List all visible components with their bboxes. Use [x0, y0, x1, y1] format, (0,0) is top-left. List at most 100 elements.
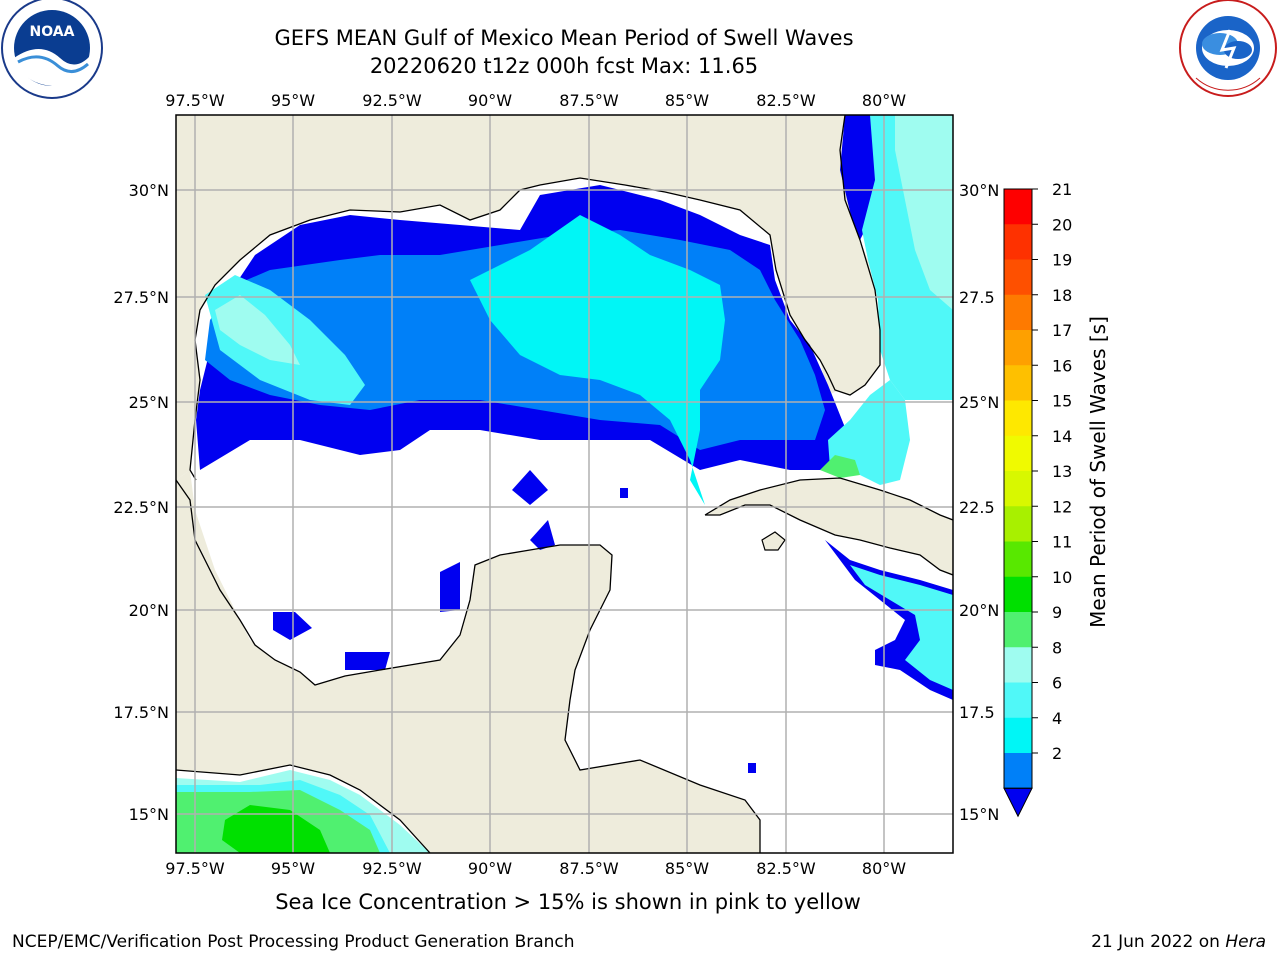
lon-label-top: 85°W [665, 91, 709, 110]
chart-title: GEFS MEAN Gulf of Mexico Mean Period of … [274, 26, 854, 50]
swell-band-9-west [215, 295, 300, 365]
swell-patch-6 [620, 488, 628, 498]
footer-credit: NCEP/EMC/Verification Post Processing Pr… [12, 932, 575, 952]
lon-label-top: 87.5°W [559, 91, 619, 110]
colorbar-tick-label: 8 [1052, 638, 1062, 657]
lat-label-left: 25°N [129, 393, 169, 412]
colorbar-extend-arrow [1003, 787, 1033, 818]
colorbar-tick-label: 12 [1052, 497, 1072, 516]
lat-label-left: 27.5°N [113, 288, 169, 307]
colorbar-tick-label: 11 [1052, 533, 1072, 552]
swell-patch-4 [512, 470, 548, 505]
land-us [176, 115, 953, 480]
footer-host: Hera [1225, 932, 1266, 952]
coastline-cuba [704, 477, 953, 576]
swell-patch-3 [440, 562, 460, 612]
colorbar-frame [1003, 188, 1033, 789]
lon-label-top: 90°W [468, 91, 512, 110]
lat-label-left: 20°N [129, 601, 169, 620]
lat-label-left: 17.5°N [113, 703, 169, 722]
colorbar-tick-label: 10 [1052, 568, 1072, 587]
colorbar-segment [1004, 717, 1032, 754]
colorbar-segment [1004, 541, 1032, 578]
colorbar-tick-label: 14 [1052, 427, 1072, 446]
coastline-pacific [176, 764, 431, 853]
swell-straits-green [820, 455, 860, 478]
lon-label-top: 92.5°W [362, 91, 422, 110]
chart-subtitle: 20220620 t12z 000h fcst Max: 11.65 [369, 54, 759, 78]
lon-label-top: 82.5°W [756, 91, 816, 110]
colorbar-tick-label: 15 [1052, 392, 1072, 411]
colorbar-segment [1004, 259, 1032, 296]
lat-label-right: 22.5 [959, 498, 995, 517]
lon-label-bottom: 90°W [468, 859, 512, 878]
land-mexico [176, 470, 760, 853]
colorbar-segment [1004, 576, 1032, 613]
noaa-logo-text: NOAA [30, 24, 75, 40]
colorbar-segment [1004, 435, 1032, 472]
lat-label-right: 17.5 [959, 703, 995, 722]
footer-date-text: 21 Jun 2022 on [1091, 932, 1226, 952]
map-area [176, 115, 953, 853]
coastline-us [189, 115, 881, 481]
lat-label-right: 20°N [959, 601, 999, 620]
swell-band-6 [470, 215, 725, 505]
lon-label-bottom: 85°W [665, 859, 709, 878]
colorbar-segment [1004, 753, 1032, 789]
colorbar-tick-label: 9 [1052, 603, 1062, 622]
lon-label-bottom: 82.5°W [756, 859, 816, 878]
colorbar-tick-label: 17 [1052, 321, 1072, 340]
colorbar-segment [1004, 506, 1032, 542]
lon-label-bottom: 97.5°W [165, 859, 225, 878]
lon-labels-top: 97.5°W 95°W 92.5°W 90°W 87.5°W 85°W 82.5… [165, 91, 906, 110]
coastline-isle [761, 531, 786, 551]
lon-label-bottom: 92.5°W [362, 859, 422, 878]
lat-label-right: 15°N [959, 805, 999, 824]
swell-pacific-brightgreen [222, 805, 330, 853]
colorbar-segment [1004, 294, 1032, 331]
colorbar-tick-label: 21 [1052, 180, 1072, 199]
colorbar-tick-label: 16 [1052, 356, 1072, 375]
colorbar-segment [1004, 612, 1032, 648]
colorbar-tick-label: 18 [1052, 286, 1072, 305]
colorbar-label: Mean Period of Swell Waves [s] [1086, 316, 1110, 628]
lon-label-bottom: 87.5°W [559, 859, 619, 878]
lon-label-top: 95°W [271, 91, 315, 110]
footer-date: 21 Jun 2022 on Hera [1091, 932, 1266, 952]
lat-labels-right: 30°N 27.5 25°N 22.5 20°N 17.5 15°N [959, 181, 999, 824]
colorbar-segment [1004, 682, 1032, 719]
swell-patch-7 [748, 763, 756, 773]
lon-label-top: 97.5°W [165, 91, 225, 110]
colorbar-tick-label: 13 [1052, 462, 1072, 481]
colorbar: 21 20 19 18 17 16 15 14 13 12 11 10 9 8 6 4 2 [1003, 180, 1072, 818]
lon-labels-bottom: 97.5°W 95°W 92.5°W 90°W 87.5°W 85°W 82.5… [165, 859, 906, 878]
colorbar-segment [1004, 189, 1032, 225]
colorbar-segment [1004, 647, 1032, 683]
lat-label-right: 30°N [959, 181, 999, 200]
lon-label-top: 80°W [862, 91, 906, 110]
noaa-logo: NOAA [1, 0, 103, 99]
lat-label-left: 15°N [129, 805, 169, 824]
lat-label-left: 30°N [129, 181, 169, 200]
map-frame [175, 114, 954, 854]
colorbar-tick-label: 20 [1052, 215, 1072, 234]
colorbar-tick-label: 2 [1052, 744, 1062, 763]
gridlines [176, 115, 953, 853]
swell-patch-2 [345, 652, 390, 670]
lat-label-left: 22.5°N [113, 498, 169, 517]
colorbar-segment [1004, 330, 1032, 366]
lat-label-right: 27.5 [959, 288, 995, 307]
colorbar-segment [1004, 400, 1032, 437]
lat-label-right: 25°N [959, 393, 999, 412]
colorbar-tick-label: 6 [1052, 674, 1062, 693]
colorbar-tick-label: 4 [1052, 709, 1062, 728]
lon-label-bottom: 80°W [862, 859, 906, 878]
land-cuba [705, 478, 953, 575]
land-florida [776, 115, 880, 395]
colorbar-segment [1004, 471, 1032, 507]
coastline-mexico [176, 479, 761, 853]
ice-caption: Sea Ice Concentration > 15% is shown in … [275, 890, 861, 914]
colorbar-tick-label: 19 [1052, 251, 1072, 270]
swell-atlantic-light [895, 115, 953, 310]
nws-logo [1179, 0, 1277, 97]
